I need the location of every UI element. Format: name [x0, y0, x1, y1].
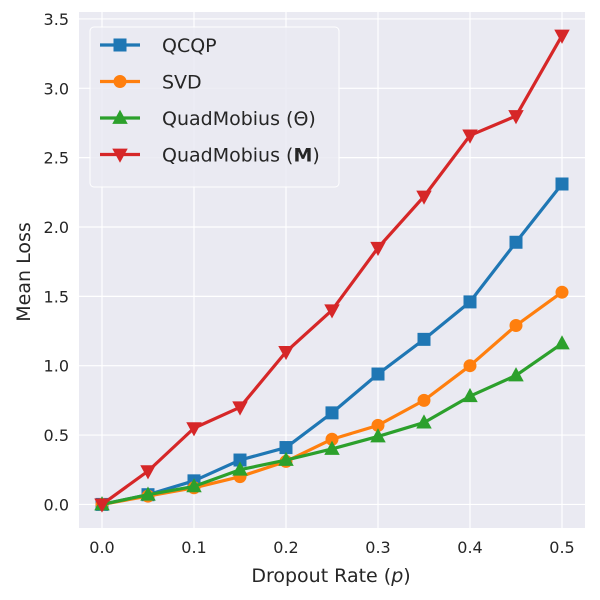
data-point	[232, 401, 248, 416]
data-point	[324, 304, 340, 319]
data-point	[324, 440, 340, 455]
y-axis-title: Mean Loss	[13, 222, 35, 321]
legend-label: QCQP	[162, 35, 217, 57]
data-point	[463, 359, 477, 373]
data-point	[232, 461, 248, 476]
data-point	[371, 367, 385, 381]
y-tick-label: 3.0	[44, 79, 69, 98]
data-point	[94, 498, 110, 513]
data-point	[555, 285, 569, 299]
data-point	[463, 295, 477, 309]
x-tick-label: 0.1	[181, 538, 206, 557]
data-point	[554, 29, 570, 44]
data-point	[462, 129, 478, 144]
data-point	[370, 428, 386, 443]
series-layer	[94, 29, 570, 513]
legend-item: QuadMobius (M)	[100, 145, 320, 167]
data-point	[509, 235, 523, 249]
x-tick-label: 0.5	[549, 538, 574, 557]
data-point	[554, 335, 570, 350]
x-axis-title: Dropout Rate (p)	[251, 565, 410, 587]
data-point	[186, 478, 202, 493]
data-point	[417, 332, 431, 346]
data-point	[140, 486, 156, 501]
y-tick-label: 3.5	[44, 10, 69, 29]
legend-item: QCQP	[100, 35, 217, 57]
x-tick-label: 0.2	[273, 538, 298, 557]
legend-box	[89, 26, 340, 188]
series-4	[94, 29, 570, 513]
data-point	[140, 465, 156, 480]
data-point	[416, 414, 432, 429]
data-point	[278, 451, 294, 466]
legend-label: QuadMobius (Θ)	[162, 108, 316, 130]
x-tick-label: 0.0	[89, 538, 114, 557]
y-tick-label: 1.0	[44, 357, 69, 376]
x-axis-ticks: 0.0 0.1 0.2 0.3 0.4 0.5	[89, 538, 574, 557]
x-tick-label: 0.3	[365, 538, 390, 557]
data-point	[416, 190, 432, 205]
data-point	[555, 177, 569, 191]
data-point	[508, 110, 524, 125]
data-point	[325, 406, 339, 420]
data-point	[370, 241, 386, 257]
legend-marker	[113, 75, 127, 88]
y-tick-label: 2.0	[44, 218, 69, 237]
data-point	[186, 422, 202, 437]
y-tick-label: 0.5	[44, 426, 69, 445]
data-point	[278, 345, 294, 361]
data-point	[417, 393, 431, 407]
legend-label: SVD	[162, 72, 202, 94]
y-tick-label: 1.5	[44, 287, 69, 306]
legend-label: QuadMobius (M)	[162, 145, 320, 167]
legend-item: SVD	[100, 72, 202, 94]
data-point	[462, 387, 478, 403]
legend-item: QuadMobius (Θ)	[100, 108, 316, 130]
y-axis-ticks: 0.0 0.5 1.0 1.5 2.0 2.5 3.0 3.5	[44, 10, 69, 514]
series-3	[94, 335, 570, 511]
data-point	[279, 441, 293, 455]
x-tick-label: 0.4	[457, 538, 482, 557]
y-tick-label: 2.5	[44, 149, 69, 168]
legend-marker	[113, 38, 127, 52]
data-point	[509, 318, 523, 332]
legend-marker	[112, 109, 128, 124]
data-point	[508, 367, 524, 382]
legend-marker	[112, 148, 128, 163]
y-tick-label: 0.0	[44, 495, 69, 514]
legend: QCQP SVD QuadMobius (Θ) QuadMobius (M)	[89, 26, 340, 188]
